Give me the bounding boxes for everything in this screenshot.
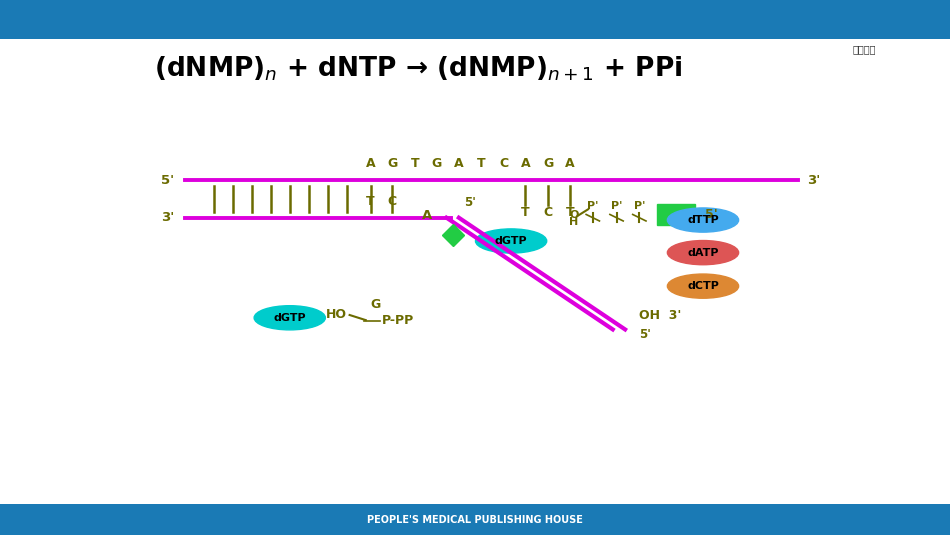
Text: O: O <box>569 210 579 220</box>
Text: dTTP: dTTP <box>687 215 719 225</box>
Text: A: A <box>565 157 575 170</box>
Bar <box>657 204 695 225</box>
Ellipse shape <box>667 241 739 265</box>
Ellipse shape <box>255 305 325 330</box>
Text: T: T <box>565 205 575 219</box>
Ellipse shape <box>476 229 547 253</box>
Text: G: G <box>432 157 442 170</box>
Text: T: T <box>477 157 486 170</box>
Text: C: C <box>499 157 508 170</box>
Circle shape <box>806 0 923 88</box>
Text: PEOPLE'S MEDICAL PUBLISHING HOUSE: PEOPLE'S MEDICAL PUBLISHING HOUSE <box>367 515 583 525</box>
Text: A: A <box>521 157 530 170</box>
Text: 5': 5' <box>705 208 717 221</box>
Text: A: A <box>422 209 432 222</box>
Text: 3': 3' <box>808 174 821 187</box>
Text: C: C <box>388 195 397 208</box>
Text: G: G <box>543 157 553 170</box>
Text: G: G <box>388 157 397 170</box>
Text: C: C <box>543 205 553 219</box>
Text: HO: HO <box>326 308 347 320</box>
Text: G: G <box>370 298 380 311</box>
Text: T: T <box>410 157 420 170</box>
Text: 3': 3' <box>161 211 174 224</box>
Text: 5': 5' <box>464 196 476 209</box>
Ellipse shape <box>667 208 739 232</box>
Text: (dNMP)$_n$ + dNTP → (dNMP)$_{n+1}$ + PPi: (dNMP)$_n$ + dNTP → (dNMP)$_{n+1}$ + PPi <box>154 55 682 83</box>
Text: H: H <box>569 217 579 227</box>
Text: P': P' <box>634 201 645 211</box>
Text: dCTP: dCTP <box>687 281 719 291</box>
Text: dGTP: dGTP <box>274 313 306 323</box>
Ellipse shape <box>667 274 739 298</box>
Text: T: T <box>366 195 375 208</box>
Text: 融合教材: 融合教材 <box>853 44 876 54</box>
Text: T: T <box>521 205 530 219</box>
Text: dATP: dATP <box>687 248 719 258</box>
Text: P': P' <box>611 201 622 211</box>
Text: P': P' <box>587 201 598 211</box>
Text: OH  3': OH 3' <box>639 309 682 322</box>
Text: P-PP: P-PP <box>382 314 414 327</box>
Text: 5': 5' <box>161 174 174 187</box>
Text: A: A <box>366 157 375 170</box>
Text: dGTP: dGTP <box>495 236 527 246</box>
Text: A: A <box>454 157 464 170</box>
Text: 5': 5' <box>639 327 652 341</box>
